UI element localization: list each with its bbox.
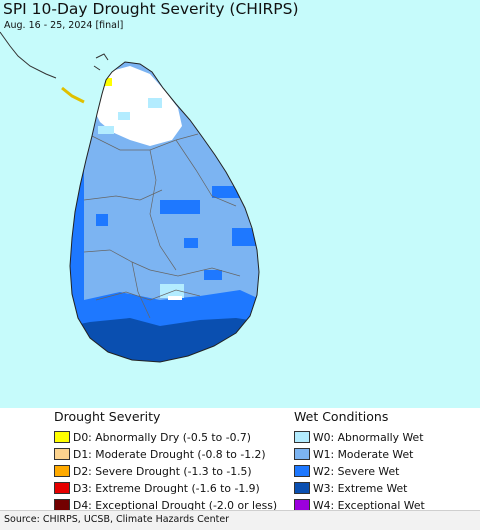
legend-label-w3: W3: Extreme Wet (313, 481, 408, 495)
legend-label-w1: W1: Moderate Wet (313, 447, 414, 461)
legend-item-d3: D3: Extreme Drought (-1.6 to -1.9) (54, 480, 277, 496)
swatch-w0 (294, 431, 310, 443)
drought-legend: Drought Severity D0: Abnormally Dry (-0.… (54, 408, 277, 514)
legend-label-d3: D3: Extreme Drought (-1.6 to -1.9) (73, 481, 260, 495)
swatch-w1 (294, 448, 310, 460)
swatch-d2 (54, 465, 70, 477)
swatch-d1 (54, 448, 70, 460)
legend-label-w0: W0: Abnormally Wet (313, 430, 424, 444)
map-subtitle: Aug. 16 - 25, 2024 [final] (4, 20, 124, 31)
sri-lanka-coastline (69, 61, 260, 363)
footer-bar: Source: CHIRPS, UCSB, Climate Hazards Ce… (0, 510, 480, 530)
legend-item-d0: D0: Abnormally Dry (-0.5 to -0.7) (54, 429, 277, 445)
swatch-w3 (294, 482, 310, 494)
wet-legend: Wet Conditions W0: Abnormally Wet W1: Mo… (294, 408, 425, 514)
india-coastline (0, 31, 57, 79)
legend-item-w3: W3: Extreme Wet (294, 480, 425, 496)
normal-region (92, 66, 182, 146)
legend-label-d4: D4: Exceptional Drought (-2.0 or less) (73, 498, 278, 512)
drought-legend-heading: Drought Severity (54, 409, 161, 424)
legend-label-d0: D0: Abnormally Dry (-0.5 to -0.7) (73, 430, 251, 444)
legend-label-w2: W2: Severe Wet (313, 464, 400, 478)
map-title: SPI 10-Day Drought Severity (CHIRPS) (3, 0, 299, 18)
swatch-d3 (54, 482, 70, 494)
legend-item-w1: W1: Moderate Wet (294, 446, 425, 462)
jaffna-islands (93, 53, 109, 71)
legend-label-w4: W4: Exceptional Wet (313, 498, 425, 512)
legend-item-d2: D2: Severe Drought (-1.3 to -1.5) (54, 463, 277, 479)
legend-item-w2: W2: Severe Wet (294, 463, 425, 479)
province-boundaries (83, 133, 241, 319)
legend-label-d1: D1: Moderate Drought (-0.8 to -1.2) (73, 447, 266, 461)
swatch-w2 (294, 465, 310, 477)
swatch-d0 (54, 431, 70, 443)
legend-item-d1: D1: Moderate Drought (-0.8 to -1.2) (54, 446, 277, 462)
wet-legend-heading: Wet Conditions (294, 409, 389, 424)
legend-label-d2: D2: Severe Drought (-1.3 to -1.5) (73, 464, 252, 478)
drought-map (0, 0, 480, 408)
legend-item-w0: W0: Abnormally Wet (294, 429, 425, 445)
mannar-shoal (61, 86, 85, 104)
source-credit: Source: CHIRPS, UCSB, Climate Hazards Ce… (4, 514, 230, 525)
legend-item-w4: W4: Exceptional Wet (294, 497, 425, 513)
